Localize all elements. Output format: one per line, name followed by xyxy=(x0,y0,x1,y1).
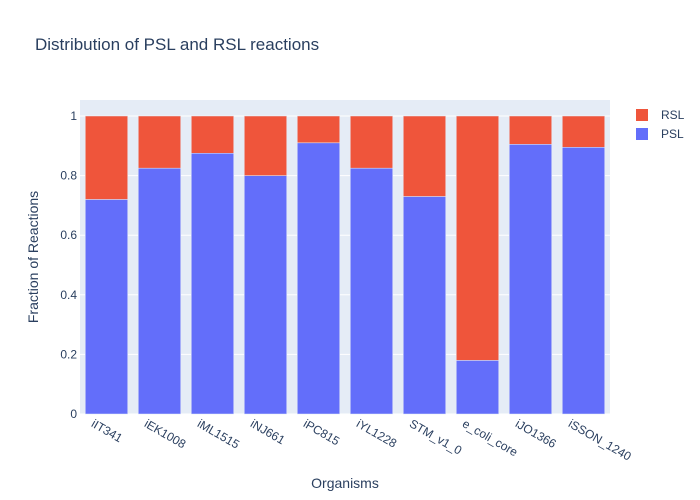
x-tick-label: iSSON_1240 xyxy=(566,416,634,463)
legend[interactable]: RSL PSL xyxy=(636,108,685,141)
legend-label-rsl[interactable]: RSL xyxy=(661,108,685,122)
y-axis-tick-labels: 0 0.2 0.4 0.6 0.8 1 xyxy=(60,109,77,421)
bars-group xyxy=(85,115,605,415)
x-tick-label: iPC815 xyxy=(301,416,342,448)
y-tick-label: 0.6 xyxy=(60,228,77,242)
bar-psl-iyl1228[interactable] xyxy=(350,167,393,415)
x-tick-label: iNJ661 xyxy=(248,416,288,447)
x-axis-title: Organisms xyxy=(311,475,379,491)
legend-swatch-psl xyxy=(636,128,648,140)
x-tick-label: e_coli_core xyxy=(460,416,520,459)
bar-psl-isson-1240[interactable] xyxy=(562,147,605,415)
y-tick-label: 0.4 xyxy=(60,288,77,302)
x-tick-label: STM_v1_0 xyxy=(407,416,465,457)
bar-psl-iit341[interactable] xyxy=(85,199,128,415)
bar-rsl-inj661[interactable] xyxy=(244,115,287,176)
bar-psl-ijo1366[interactable] xyxy=(509,144,552,415)
bar-psl-inj661[interactable] xyxy=(244,175,287,415)
bar-rsl-iyl1228[interactable] xyxy=(350,115,393,169)
chart-title: Distribution of PSL and RSL reactions xyxy=(35,35,319,54)
y-tick-label: 0.2 xyxy=(60,347,77,361)
x-tick-label: iML1515 xyxy=(195,416,242,451)
bar-psl-e-coli-core[interactable] xyxy=(456,360,499,415)
bar-psl-iml1515[interactable] xyxy=(191,153,234,415)
bar-psl-iek1008[interactable] xyxy=(138,167,181,415)
legend-label-psl[interactable]: PSL xyxy=(661,127,684,141)
bar-rsl-ijo1366[interactable] xyxy=(509,115,552,145)
legend-swatch-rsl xyxy=(636,109,648,121)
bar-psl-ipc815[interactable] xyxy=(297,142,340,415)
y-tick-label: 0 xyxy=(70,407,77,421)
bar-rsl-iek1008[interactable] xyxy=(138,115,181,169)
x-axis-tick-labels: iIT341 iEK1008 iML1515 iNJ661 iPC815 iYL1228 S… xyxy=(89,416,634,463)
bar-rsl-e-coli-core[interactable] xyxy=(456,115,499,361)
bar-psl-stm-v1-0[interactable] xyxy=(403,196,446,415)
y-tick-label: 1 xyxy=(70,109,77,123)
x-tick-label: iYL1228 xyxy=(354,416,399,450)
bar-rsl-isson-1240[interactable] xyxy=(562,115,605,148)
bar-rsl-stm-v1-0[interactable] xyxy=(403,115,446,197)
x-tick-label: iIT341 xyxy=(89,416,125,445)
bar-rsl-iml1515[interactable] xyxy=(191,115,234,154)
y-tick-label: 0.8 xyxy=(60,169,77,183)
bar-rsl-ipc815[interactable] xyxy=(297,115,340,144)
x-tick-label: iEK1008 xyxy=(142,416,189,451)
y-axis-title: Fraction of Reactions xyxy=(25,191,41,323)
bar-rsl-iit341[interactable] xyxy=(85,115,128,200)
